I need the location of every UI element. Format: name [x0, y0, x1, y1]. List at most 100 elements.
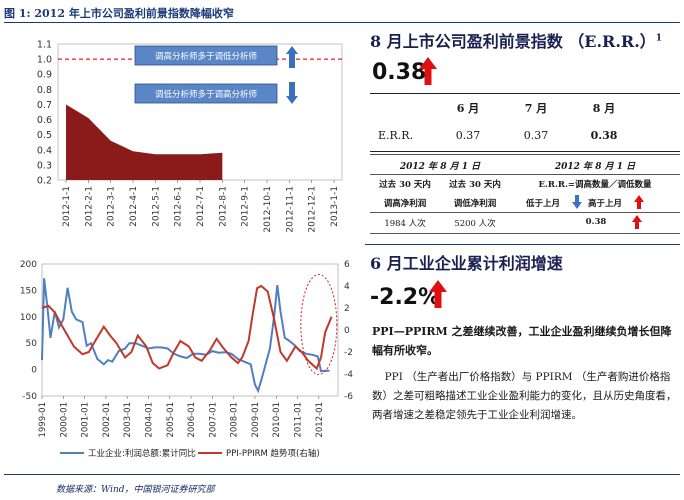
- y-left-tick-label: 200: [20, 260, 37, 270]
- y-tick-label: 1.1: [37, 40, 52, 51]
- y-tick-label: 0.6: [37, 115, 52, 126]
- x-tick-label: 2006-01: [187, 402, 197, 438]
- x-tick-label: 2012-11-1: [285, 186, 295, 233]
- errr-month-jun: 6 月: [456, 102, 480, 115]
- ppi-ppirm-line: [41, 284, 333, 371]
- profit-growth-line: [41, 278, 330, 394]
- sub-table-rule-2: [370, 174, 680, 175]
- y-tick-label: 0.9: [37, 70, 52, 81]
- x-tick-label: 2004-01: [144, 402, 154, 438]
- annotation-lower-box: [134, 83, 278, 104]
- profit-value: -2.2%: [370, 285, 441, 310]
- y-right-tick-label: 2: [344, 304, 350, 314]
- annotation-upper-text: 调高分析师多于调低分析师: [155, 51, 258, 62]
- y-tick-label: 1.0: [37, 55, 52, 66]
- sub-col1-line2: 调高净利润: [383, 199, 427, 209]
- y-left-tick-label: 0: [31, 366, 37, 376]
- y-right-tick-label: 6: [344, 260, 350, 270]
- y-left-tick-label: 100: [20, 313, 37, 323]
- sub-date-right: 2012 年 8 月 1 日: [554, 162, 636, 172]
- up-arrow-icon: [419, 57, 437, 85]
- profit-summary: PPI—PPIRM 之差继续改善，工业企业盈利继续负增长但降幅有所收窄。: [372, 325, 672, 357]
- errr-row-label: E.R.R.: [378, 129, 414, 142]
- errr-value-jul: 0.37: [523, 129, 549, 142]
- x-tick-label: 2002-01: [102, 402, 112, 438]
- sub-col3-higher: 高于上月: [588, 199, 623, 209]
- sub-col2-line1: 过去 30 天内: [449, 180, 501, 190]
- profit-explanation: PPI （生产者出厂价格指数）与 PPIRM （生产者购进价格指数）之差可粗略描…: [372, 371, 677, 421]
- errr-heading: 8 月上市公司盈利前景指数 （E.R.R.）1: [370, 28, 662, 52]
- y-right-tick-label: 0: [344, 326, 350, 336]
- legend-label: PPI-PPIRM 趋势项(右轴): [226, 448, 320, 459]
- annotation-lower: 调低分析师多于调高分析师: [134, 83, 278, 104]
- y-tick-label: 0.8: [37, 85, 52, 96]
- profit-ppi-line-chart: 200 150 100 50 0 -50 6 4 2 0 -2 -4 -6 1999-01 2000-01 2…: [20, 260, 353, 459]
- annotation-lower-text: 调低分析师多于调高分析师: [155, 89, 258, 100]
- footnote-source: 数据来源：Wind，中国银河证券研究部: [56, 485, 215, 495]
- errr-value-jun: 0.37: [455, 129, 481, 142]
- annotation-upper: 调高分析师多于调低分析师: [134, 45, 278, 66]
- y-tick-label: 0.3: [37, 160, 52, 171]
- sub-col2-line2: 调低净利润: [453, 199, 497, 209]
- x-tick-label: 2012-9-1: [241, 186, 251, 227]
- errr-area-series: [66, 104, 223, 180]
- errr-value-aug: 0.38: [590, 129, 618, 142]
- errr-month-jul: 7 月: [524, 102, 548, 115]
- x-tick-label: 2013-1-1: [330, 186, 340, 227]
- sub-table-rule-1: [370, 154, 680, 155]
- bottom-rule: [4, 474, 680, 475]
- x-tick-label: 1999-01: [38, 402, 48, 438]
- annotation-upper-box: [134, 45, 278, 66]
- x-tick-label: 2012-7-1: [196, 186, 206, 227]
- x-tick-label: 2010-01: [272, 402, 282, 438]
- errr-sub-table: 2012 年 8 月 1 日 2012 年 8 月 1 日 过去 30 天内 过…: [370, 154, 680, 236]
- x-tick-label: 2000-01: [59, 402, 69, 438]
- x-tick-label: 2005-01: [166, 402, 176, 438]
- x-tick-label: 2012-1-1: [62, 186, 72, 227]
- errr-area-chart: 1.1 1.0 0.9 0.8 0.7 0.6 0.5 0.4 0.3 0.2 调高分析师多于调低分…: [37, 40, 343, 233]
- highlight-ellipse: [300, 274, 338, 375]
- sub-table-rule-3: [370, 212, 680, 213]
- errr-table-top-rule: [370, 93, 680, 94]
- errr-month-aug: 8 月: [592, 102, 616, 115]
- errr-heading-text: 8 月上市公司盈利前景指数 （E.R.R.）: [370, 32, 656, 51]
- plot-area: [41, 263, 339, 397]
- sub-col1-line1: 过去 30 天内: [379, 180, 431, 190]
- annotation-up-arrow-icon: [286, 46, 298, 68]
- up-arrow-small-icon: [634, 195, 644, 209]
- sub-col3-value: 0.38: [585, 217, 607, 227]
- x-tick-label: 2012-2-1: [84, 186, 94, 227]
- y-left-tick-label: 50: [26, 339, 38, 349]
- sub-date-left: 2012 年 8 月 1 日: [399, 162, 481, 172]
- sub-col2-value: 5200 人次: [454, 219, 496, 229]
- y-right-tick-label: -6: [344, 392, 353, 402]
- y-tick-label: 0.4: [37, 145, 52, 156]
- x-tick-label: 2009-01: [251, 402, 261, 438]
- y-right-tick-label: 4: [344, 282, 350, 292]
- section-divider: [365, 244, 680, 245]
- errr-heading-footnote-mark: 1: [655, 33, 663, 44]
- profit-up-arrow-icon: [429, 280, 447, 308]
- x-tick-label: 2012-8-1: [218, 186, 228, 227]
- x-tick-label: 2012-3-1: [107, 186, 117, 227]
- sub-col1-value: 1984 人次: [384, 219, 426, 229]
- figure-title: 图 1: 2012 年上市公司盈利前景指数降幅收窄: [4, 7, 234, 20]
- x-tick-label: 2012-5-1: [151, 186, 161, 227]
- legend-label: 工业企业:利润总额:累计同比: [88, 448, 196, 459]
- x-tick-label: 2007-01: [208, 402, 218, 438]
- sub-col3-lower: 低于上月: [526, 199, 561, 209]
- y-tick-label: 0.2: [37, 176, 52, 187]
- errr-value: 0.38: [372, 60, 427, 85]
- up-arrow-small-icon-2: [632, 215, 642, 229]
- x-tick-label: 2001-01: [81, 402, 91, 438]
- annotation-down-arrow-icon: [286, 82, 298, 104]
- x-tick-label: 2012-4-1: [129, 186, 139, 227]
- y-right-tick-label: -2: [344, 348, 353, 358]
- down-arrow-icon: [572, 195, 582, 209]
- errr-table-mid-rule: [370, 151, 680, 152]
- top-rule: [4, 22, 680, 23]
- x-tick-label: 2012-6-1: [174, 186, 184, 227]
- sub-table-rule-4: [370, 233, 680, 234]
- y-right-tick-label: -4: [344, 370, 353, 380]
- sub-col3-line1: E.R.R.=调高数量／调低数量: [538, 180, 652, 190]
